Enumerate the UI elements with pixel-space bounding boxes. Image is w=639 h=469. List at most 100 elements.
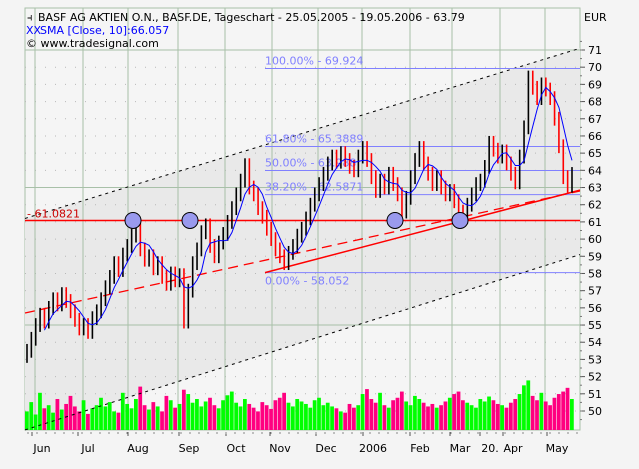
volume-bar [147, 409, 151, 430]
y-tick-label: 57 [588, 285, 602, 298]
y-tick-label: 68 [588, 96, 602, 109]
volume-bar [504, 407, 509, 430]
volume-bar [421, 402, 426, 430]
volume-bars [25, 380, 574, 430]
y-tick-label: 59 [588, 250, 602, 263]
volume-bar [308, 407, 313, 430]
volume-bar [251, 407, 256, 430]
volume-bar [273, 400, 278, 430]
volume-bar [334, 408, 339, 430]
volume-bar [290, 406, 295, 430]
volume-bar [238, 406, 243, 430]
bar-chart-icon: ⫞ [27, 11, 33, 24]
chart-title: BASF AG AKTIEN O.N., BASF.DE, Tageschart… [38, 11, 465, 24]
x-tick-label: 20. [481, 442, 499, 455]
volume-bar [565, 387, 570, 430]
volume-bar [430, 403, 435, 430]
volume-bar [173, 407, 177, 430]
volume-bar [33, 414, 38, 430]
volume-bar [181, 389, 186, 430]
volume-bar [247, 403, 252, 430]
indicator-icon[interactable]: XX [26, 24, 42, 37]
support-touch-marker [181, 211, 199, 229]
volume-bar [456, 391, 461, 430]
volume-bar [395, 397, 400, 430]
volume-bar [491, 400, 496, 430]
volume-bar [391, 400, 395, 430]
y-tick-label: 64 [588, 164, 602, 177]
volume-bar [129, 408, 134, 430]
volume-bar [99, 397, 103, 430]
volume-bar [408, 405, 413, 430]
volume-bar [535, 400, 539, 430]
volume-bar [461, 400, 465, 430]
y-tick-label: 56 [588, 302, 602, 315]
volume-bar [59, 409, 64, 430]
volume-bar [530, 395, 535, 430]
x-axis: Jun Jul Aug Sep Oct Nov Dec 2006 Feb Mar 20. Apr May [27, 432, 578, 455]
x-tick-label: Jul [80, 442, 94, 455]
sma-line [43, 86, 573, 331]
support-touch-marker [451, 211, 469, 229]
volume-bar [343, 412, 348, 430]
channel-area [25, 48, 580, 430]
volume-bar [221, 400, 225, 430]
y-tick-label: 60 [588, 233, 602, 246]
volume-bar [399, 391, 404, 430]
volume-bar [195, 399, 199, 430]
volume-bar [295, 399, 300, 430]
volume-bar [526, 380, 531, 430]
volume-bar [42, 408, 47, 430]
volume-bar [452, 394, 457, 430]
volume-bar [38, 392, 42, 430]
volume-bar [517, 394, 522, 430]
fib-label: 100.00% - 69.924 [265, 54, 363, 67]
volume-bar [539, 392, 544, 430]
volume-bar [229, 391, 234, 430]
volume-bar [378, 392, 382, 430]
y-tick-label: 70 [588, 61, 602, 74]
volume-bar [426, 406, 430, 430]
volume-bar [186, 394, 191, 430]
volume-bar [439, 405, 443, 430]
volume-bar [260, 402, 265, 430]
channel-lower-line [24, 254, 581, 431]
y-tick-label: 61 [588, 216, 602, 229]
y-tick-label: 54 [588, 336, 602, 349]
volume-bar [495, 403, 500, 430]
y-tick-label: 62 [588, 199, 602, 212]
x-tick-label: Jun [32, 442, 50, 455]
volume-bar [225, 395, 230, 430]
x-tick-label: Mar [450, 442, 471, 455]
x-tick-label: Nov [269, 442, 291, 455]
volume-bar [199, 406, 204, 430]
volume-bar [548, 405, 552, 430]
volume-bar [304, 403, 308, 430]
trendline-dashed [24, 190, 581, 314]
volume-bar [570, 399, 574, 430]
volume-bar [365, 389, 369, 430]
volume-bar [321, 405, 326, 430]
y-tick-label: 66 [588, 130, 602, 143]
volume-bar [469, 405, 474, 430]
volume-bar [142, 405, 147, 430]
x-tick-label: 2006 [359, 442, 387, 455]
channel-upper-line [24, 47, 581, 219]
volume-bar [543, 401, 548, 430]
volume-bar [160, 411, 164, 430]
y-tick-label: 71 [588, 44, 602, 57]
volume-bar [81, 400, 86, 430]
volume-bar [68, 395, 73, 430]
support-label: - 61.0821 [27, 207, 80, 220]
x-tick-label: Apr [503, 442, 523, 455]
volume-bar [360, 394, 365, 430]
volume-bar [216, 408, 221, 430]
y-tick-label: 55 [588, 319, 602, 332]
currency-label: EUR [584, 11, 607, 24]
x-tick-label: Feb [410, 442, 429, 455]
volume-bar [46, 405, 51, 430]
sma-legend[interactable]: SMA [Close, 10]:66.057 [40, 24, 169, 37]
copyright: © www.tradesignal.com [26, 37, 159, 50]
x-tick-label: Dec [315, 442, 336, 455]
volume-bar [212, 405, 217, 430]
